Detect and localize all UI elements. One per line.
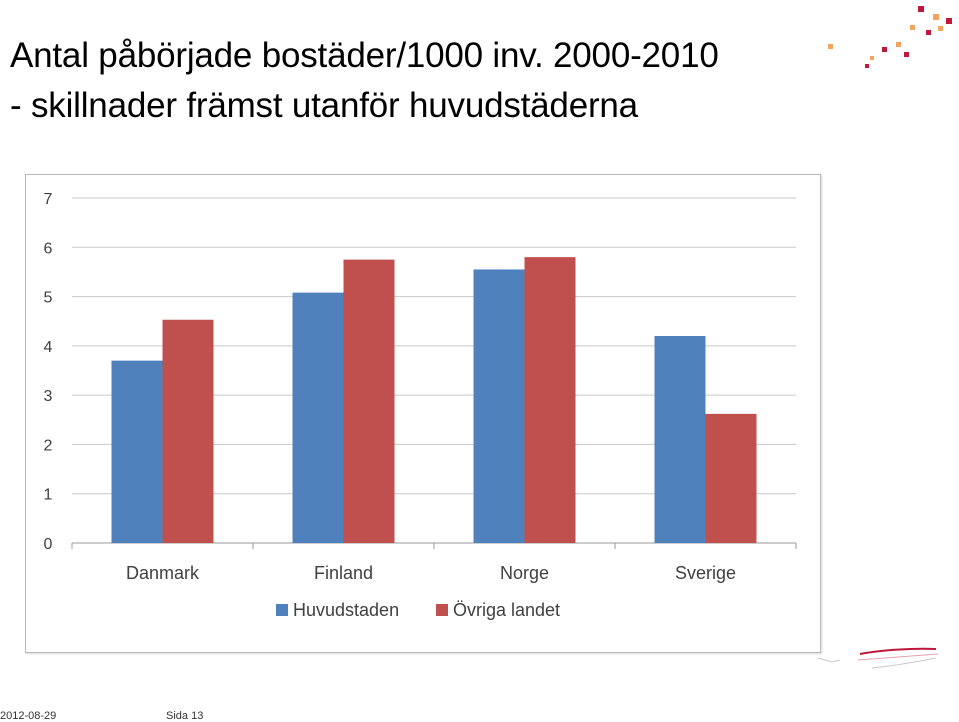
- bar-sverige-1: [654, 336, 706, 543]
- slide-subtitle: - skillnader främst utanför huvudstädern…: [10, 86, 638, 125]
- legend-swatch: [436, 604, 448, 616]
- x-tick-label: Sverige: [675, 563, 736, 583]
- logo-mark-icon: [817, 647, 939, 669]
- bar-sverige-2: [705, 413, 757, 543]
- y-tick-label: 6: [44, 240, 53, 257]
- y-tick-label: 4: [44, 339, 53, 356]
- bar-norge-2: [524, 257, 576, 543]
- x-tick-label: Danmark: [126, 563, 200, 583]
- x-tick-label: Finland: [314, 563, 373, 583]
- footer-page-number: Sida 13: [166, 710, 204, 722]
- bar-finland-2: [343, 259, 395, 543]
- bar-danmark-2: [162, 319, 214, 543]
- legend-swatch: [276, 604, 288, 616]
- footer-date: 2012-08-29: [0, 710, 57, 722]
- legend-label: Övriga landet: [453, 600, 560, 620]
- y-tick-label: 7: [44, 191, 53, 208]
- logo-dots-icon: [828, 6, 952, 68]
- y-tick-label: 3: [44, 388, 53, 405]
- x-tick-label: Norge: [500, 563, 549, 583]
- chart-frame: 0 1 2 3 4 5 6 7 Danmark Finland Norge Sverige Huvuds…: [25, 174, 821, 653]
- y-tick-label: 0: [44, 536, 53, 553]
- bar-chart: 0 1 2 3 4 5 6 7 Danmark Finland Norge Sverige Huvuds…: [44, 191, 797, 620]
- bar-norge-1: [473, 269, 525, 543]
- y-tick-label: 2: [44, 437, 53, 454]
- y-tick-label: 5: [44, 290, 53, 307]
- bar-finland-1: [292, 292, 344, 543]
- bar-danmark-1: [111, 360, 163, 543]
- slide-title: Antal påbörjade bostäder/1000 inv. 2000-…: [10, 36, 719, 75]
- legend-label: Huvudstaden: [293, 600, 399, 620]
- y-tick-label: 1: [44, 487, 53, 504]
